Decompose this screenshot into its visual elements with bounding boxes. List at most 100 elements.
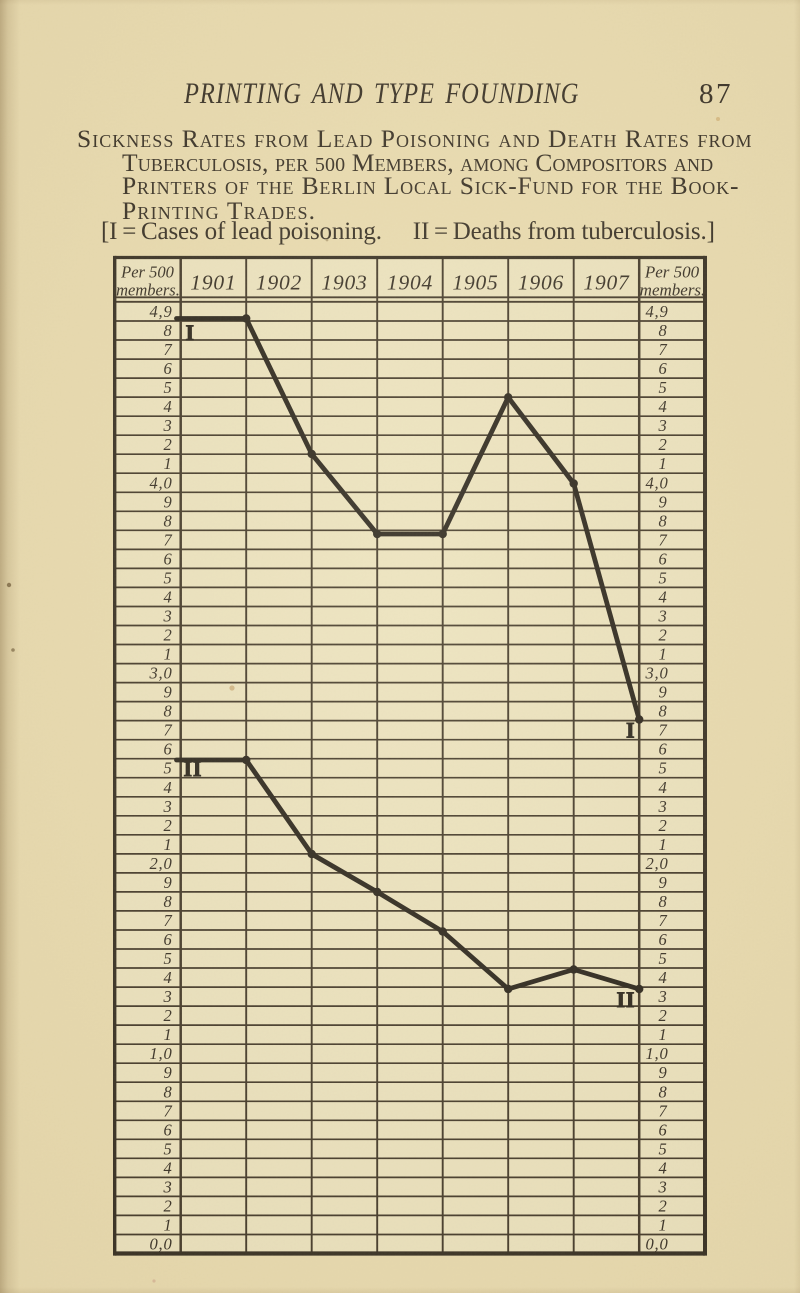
svg-text:0,0: 0,0 bbox=[645, 1235, 668, 1254]
svg-text:Per 500: Per 500 bbox=[120, 263, 174, 282]
svg-text:2: 2 bbox=[658, 816, 667, 835]
svg-text:8: 8 bbox=[163, 321, 172, 340]
svg-text:2: 2 bbox=[658, 435, 667, 454]
svg-text:2: 2 bbox=[658, 1196, 667, 1215]
svg-text:3: 3 bbox=[657, 607, 667, 626]
svg-text:3: 3 bbox=[657, 987, 667, 1006]
svg-text:9: 9 bbox=[163, 683, 172, 702]
svg-text:6: 6 bbox=[658, 359, 667, 378]
svg-text:8: 8 bbox=[658, 892, 667, 911]
svg-text:9: 9 bbox=[658, 683, 667, 702]
svg-text:5: 5 bbox=[163, 378, 172, 397]
svg-text:II: II bbox=[617, 987, 636, 1012]
svg-text:1: 1 bbox=[163, 645, 172, 664]
svg-text:9: 9 bbox=[163, 492, 172, 511]
svg-text:6: 6 bbox=[163, 359, 172, 378]
svg-text:1,0: 1,0 bbox=[645, 1044, 668, 1063]
svg-text:7: 7 bbox=[163, 340, 172, 359]
svg-text:6: 6 bbox=[163, 1120, 172, 1139]
svg-text:4,9: 4,9 bbox=[645, 302, 668, 321]
svg-text:6: 6 bbox=[658, 930, 667, 949]
svg-text:1: 1 bbox=[163, 454, 172, 473]
svg-text:3: 3 bbox=[657, 797, 667, 816]
svg-text:9: 9 bbox=[163, 1063, 172, 1082]
svg-text:7: 7 bbox=[163, 1101, 172, 1120]
svg-text:6: 6 bbox=[163, 930, 172, 949]
svg-text:8: 8 bbox=[163, 511, 172, 530]
svg-text:3: 3 bbox=[162, 607, 172, 626]
svg-text:4: 4 bbox=[658, 968, 667, 987]
svg-text:members.: members. bbox=[116, 281, 180, 300]
svg-text:8: 8 bbox=[658, 1082, 667, 1101]
svg-text:8: 8 bbox=[163, 1082, 172, 1101]
svg-text:2: 2 bbox=[163, 1196, 172, 1215]
svg-text:1: 1 bbox=[163, 1025, 172, 1044]
svg-text:6: 6 bbox=[163, 549, 172, 568]
svg-text:2: 2 bbox=[658, 1006, 667, 1025]
svg-text:5: 5 bbox=[163, 759, 172, 778]
svg-text:1907: 1907 bbox=[583, 271, 630, 295]
svg-text:3,0: 3,0 bbox=[644, 664, 668, 683]
svg-text:2: 2 bbox=[163, 816, 172, 835]
svg-text:5: 5 bbox=[658, 949, 667, 968]
svg-text:1906: 1906 bbox=[518, 271, 564, 295]
svg-text:1: 1 bbox=[658, 454, 667, 473]
svg-text:4: 4 bbox=[163, 1158, 172, 1177]
svg-text:4: 4 bbox=[163, 588, 172, 607]
svg-text:8: 8 bbox=[658, 702, 667, 721]
svg-text:1,0: 1,0 bbox=[149, 1044, 172, 1063]
svg-text:4: 4 bbox=[163, 778, 172, 797]
svg-text:3,0: 3,0 bbox=[148, 664, 172, 683]
svg-text:5: 5 bbox=[658, 759, 667, 778]
svg-text:1903: 1903 bbox=[321, 271, 367, 295]
svg-text:3: 3 bbox=[657, 416, 667, 435]
svg-text:members.: members. bbox=[640, 281, 706, 300]
svg-text:5: 5 bbox=[658, 568, 667, 587]
svg-text:2,0: 2,0 bbox=[645, 854, 668, 873]
svg-text:7: 7 bbox=[163, 721, 172, 740]
svg-text:7: 7 bbox=[163, 530, 172, 549]
svg-text:4: 4 bbox=[658, 397, 667, 416]
svg-text:2: 2 bbox=[163, 626, 172, 645]
svg-text:1: 1 bbox=[163, 1216, 172, 1235]
svg-text:4: 4 bbox=[163, 968, 172, 987]
svg-text:II: II bbox=[184, 756, 203, 781]
svg-text:8: 8 bbox=[163, 892, 172, 911]
svg-text:8: 8 bbox=[658, 321, 667, 340]
svg-text:8: 8 bbox=[658, 511, 667, 530]
svg-text:6: 6 bbox=[163, 740, 172, 759]
svg-text:1902: 1902 bbox=[256, 271, 302, 295]
svg-text:8: 8 bbox=[163, 702, 172, 721]
svg-text:2,0: 2,0 bbox=[149, 854, 172, 873]
svg-text:9: 9 bbox=[658, 873, 667, 892]
svg-text:5: 5 bbox=[658, 378, 667, 397]
svg-text:3: 3 bbox=[162, 987, 172, 1006]
svg-text:1: 1 bbox=[163, 835, 172, 854]
svg-text:5: 5 bbox=[163, 1139, 172, 1158]
svg-text:3: 3 bbox=[162, 797, 172, 816]
svg-text:6: 6 bbox=[658, 740, 667, 759]
svg-text:I: I bbox=[186, 320, 195, 345]
svg-text:1: 1 bbox=[658, 835, 667, 854]
svg-text:1: 1 bbox=[658, 1025, 667, 1044]
svg-text:3: 3 bbox=[657, 1177, 667, 1196]
svg-text:4: 4 bbox=[658, 588, 667, 607]
svg-text:4: 4 bbox=[658, 1158, 667, 1177]
svg-text:5: 5 bbox=[163, 568, 172, 587]
svg-text:4,0: 4,0 bbox=[149, 473, 172, 492]
svg-text:1905: 1905 bbox=[452, 271, 498, 295]
svg-text:4,0: 4,0 bbox=[645, 473, 668, 492]
svg-text:5: 5 bbox=[658, 1139, 667, 1158]
svg-text:7: 7 bbox=[658, 340, 667, 359]
svg-text:9: 9 bbox=[658, 492, 667, 511]
svg-text:7: 7 bbox=[658, 911, 667, 930]
svg-text:6: 6 bbox=[658, 549, 667, 568]
svg-text:6: 6 bbox=[658, 1120, 667, 1139]
svg-text:2: 2 bbox=[658, 626, 667, 645]
svg-text:1904: 1904 bbox=[387, 271, 433, 295]
svg-text:4: 4 bbox=[163, 397, 172, 416]
svg-text:2: 2 bbox=[163, 435, 172, 454]
svg-text:1901: 1901 bbox=[190, 271, 236, 295]
svg-text:7: 7 bbox=[163, 911, 172, 930]
svg-text:4: 4 bbox=[658, 778, 667, 797]
